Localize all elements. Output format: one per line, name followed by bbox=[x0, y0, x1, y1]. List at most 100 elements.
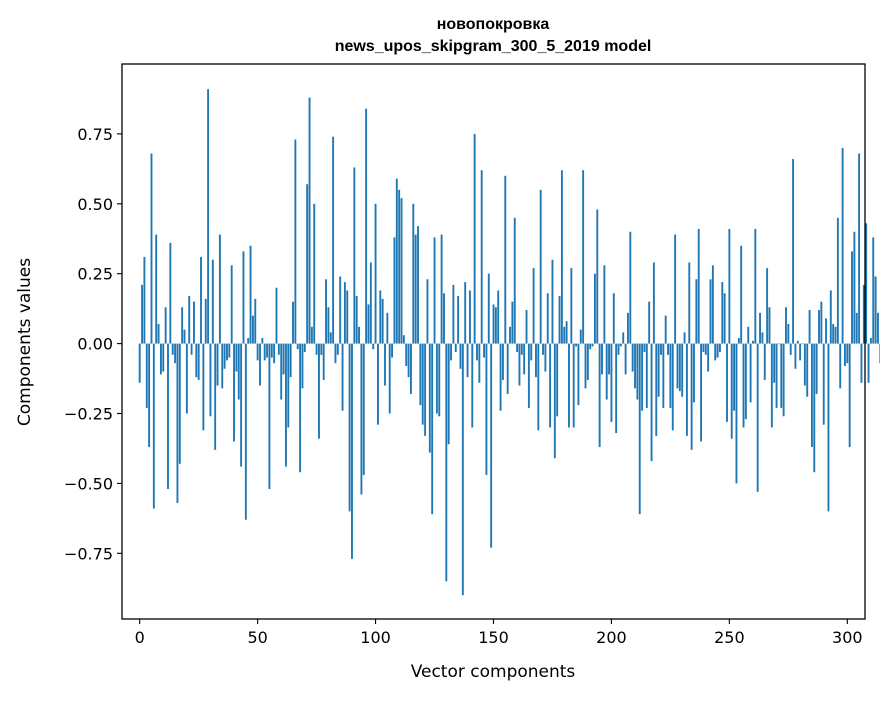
bar-122 bbox=[426, 279, 429, 344]
bar-236 bbox=[695, 279, 698, 344]
bar-204 bbox=[619, 343, 622, 347]
bar-277 bbox=[792, 159, 795, 344]
bar-49 bbox=[254, 298, 257, 344]
bar-159 bbox=[513, 217, 516, 344]
bar-242 bbox=[709, 279, 712, 344]
bar-281 bbox=[801, 343, 804, 345]
bar-107 bbox=[391, 343, 394, 358]
bar-61 bbox=[282, 343, 285, 375]
bar-110 bbox=[398, 189, 401, 344]
bar-134 bbox=[454, 343, 457, 352]
bar-29 bbox=[207, 89, 210, 344]
bar-63 bbox=[287, 343, 290, 428]
bar-39 bbox=[230, 265, 233, 344]
bar-211 bbox=[636, 343, 639, 400]
bar-123 bbox=[428, 343, 431, 453]
x-tick-label: 100 bbox=[360, 628, 391, 647]
bar-303 bbox=[853, 231, 856, 344]
bar-255 bbox=[740, 245, 743, 344]
bar-101 bbox=[376, 343, 379, 425]
bar-104 bbox=[384, 343, 386, 386]
bar-144 bbox=[478, 343, 481, 383]
bar-84 bbox=[336, 343, 339, 355]
bar-263 bbox=[759, 312, 761, 344]
bar-32 bbox=[214, 343, 217, 450]
bar-124 bbox=[431, 343, 434, 515]
bar-294 bbox=[832, 324, 835, 344]
bar-20 bbox=[185, 343, 188, 414]
bar-72 bbox=[308, 97, 311, 344]
bar-31 bbox=[211, 259, 214, 344]
bar-48 bbox=[251, 315, 254, 344]
bar-70 bbox=[303, 343, 306, 352]
bar-50 bbox=[256, 343, 259, 361]
bar-251 bbox=[730, 343, 733, 439]
bar-244 bbox=[714, 343, 717, 361]
bar-54 bbox=[266, 343, 269, 358]
bar-89 bbox=[348, 343, 351, 512]
bar-164 bbox=[525, 310, 528, 344]
bar-53 bbox=[263, 343, 266, 361]
bar-146 bbox=[483, 343, 486, 358]
bar-28 bbox=[204, 298, 207, 344]
bar-184 bbox=[572, 343, 575, 428]
bar-254 bbox=[737, 338, 740, 344]
bar-170 bbox=[539, 189, 542, 344]
bar-252 bbox=[733, 343, 736, 411]
bar-287 bbox=[815, 343, 818, 394]
bar-194 bbox=[596, 209, 599, 344]
bar-73 bbox=[310, 326, 313, 344]
bar-177 bbox=[556, 343, 559, 417]
bar-215 bbox=[645, 343, 648, 408]
bar-82 bbox=[332, 136, 335, 344]
bar-190 bbox=[586, 343, 589, 380]
bar-274 bbox=[785, 307, 787, 344]
bar-98 bbox=[369, 262, 372, 344]
bar-92 bbox=[355, 296, 358, 344]
bar-51 bbox=[259, 343, 261, 386]
x-tick-label: 0 bbox=[135, 628, 145, 647]
bar-275 bbox=[787, 324, 790, 344]
y-axis-label: Components values bbox=[15, 258, 35, 426]
bar-140 bbox=[468, 290, 471, 344]
bar-24 bbox=[195, 343, 198, 378]
bar-116 bbox=[412, 203, 415, 344]
bar-40 bbox=[233, 343, 235, 442]
bar-200 bbox=[610, 343, 613, 422]
bar-220 bbox=[657, 343, 660, 397]
bar-199 bbox=[608, 343, 611, 375]
bar-300 bbox=[846, 343, 849, 364]
bar-64 bbox=[289, 343, 292, 378]
bar-62 bbox=[284, 343, 287, 467]
bar-217 bbox=[650, 343, 653, 462]
bar-262 bbox=[756, 343, 759, 492]
bar-46 bbox=[247, 338, 250, 344]
bar-232 bbox=[685, 343, 688, 436]
bar-228 bbox=[676, 343, 679, 389]
bar-282 bbox=[803, 343, 806, 386]
bar-214 bbox=[643, 343, 646, 352]
bar-12 bbox=[167, 343, 169, 489]
bar-203 bbox=[617, 343, 620, 355]
bar-126 bbox=[435, 343, 438, 414]
bar-27 bbox=[202, 343, 205, 431]
bar-299 bbox=[844, 343, 846, 366]
bar-141 bbox=[471, 343, 474, 428]
bar-295 bbox=[834, 326, 837, 344]
y-tick-label: 0.75 bbox=[77, 125, 113, 144]
bar-2 bbox=[143, 256, 146, 344]
bar-0 bbox=[138, 343, 141, 383]
bar-297 bbox=[839, 343, 842, 389]
bar-192 bbox=[591, 343, 594, 347]
bar-91 bbox=[353, 167, 356, 344]
bar-143 bbox=[476, 343, 478, 361]
bar-121 bbox=[424, 343, 427, 436]
bar-238 bbox=[700, 343, 703, 442]
bar-3 bbox=[145, 343, 148, 408]
bar-201 bbox=[612, 293, 615, 344]
bar-115 bbox=[410, 343, 412, 394]
bar-224 bbox=[667, 343, 669, 355]
bar-216 bbox=[648, 301, 651, 344]
